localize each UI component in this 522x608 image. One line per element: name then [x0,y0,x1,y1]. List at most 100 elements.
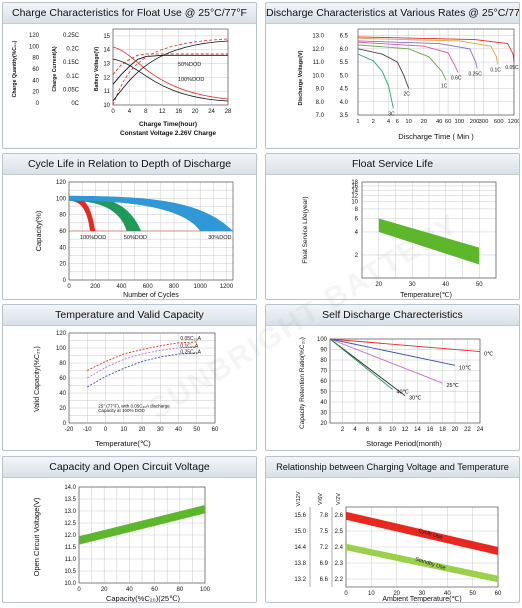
self-x-label: Storage Period(month) [366,439,442,448]
charge-qty-100 [112,40,229,102]
temp-x-tick: -20 [65,427,74,433]
self-y-tick: 60 [320,379,327,385]
discharge-label-5: 0.1C [490,68,501,74]
charge-x-tick: 0 [111,109,115,115]
charge-x-tick: 20 [192,109,199,115]
discharge-x-tick: 1200 [508,119,520,125]
charge-cur-label: Charge Current(A) [52,46,58,92]
self-x-tick: 6 [366,427,370,433]
float-y-tick: 18 [351,180,358,186]
float-y-tick: 14 [351,188,358,194]
cycle-y-tick: 120 [56,180,67,186]
discharge-x-tick: 60 [445,119,451,125]
temp-y-label: Valid Capacity(%C₂₀) [34,346,41,412]
discharge-y12-tick: 8.0 [316,100,325,106]
charge-qty-tick: 120 [29,33,40,39]
discharge-label-2: 1C [441,84,448,90]
cycle-x-tick: 200 [90,284,101,290]
float-y-tick: 2 [355,253,359,259]
cycle-y-tick: 0 [63,278,67,284]
temp-series-0 [87,341,197,371]
plot-frame [329,338,481,424]
cycle-y-tick: 40 [59,245,66,251]
ocv-y-tick: 13.5 [64,497,76,503]
ocv-y-tick: 10.0 [64,581,76,587]
relcv-x-tick: 40 [444,591,451,597]
charge-series-0 [112,53,228,75]
charge-cur-tick: 0.05C [63,87,80,93]
self-series-4 [329,338,393,390]
self-x-tick: 22 [464,427,471,433]
discharge-y12-tick: 9.0 [316,87,325,93]
charge-volt-tick: 12 [103,75,110,81]
self-x-tick: 18 [439,427,446,433]
temp-x-tick: 50 [193,427,200,433]
self-chart: 2 4 6 8 10 12 14 16 18 20 22 242030405060708090100C… [299,337,494,448]
charge-volt-tick: 11 [104,89,111,95]
self-x-tick: 2 [341,427,345,433]
self-y-tick: 40 [320,400,327,406]
cycle-y-tick: 20 [59,262,66,268]
temp-x-tick: 60 [212,427,219,433]
ocv-x-tick: 80 [176,587,183,593]
discharge-x-tick: 300 [479,119,489,125]
float-y-tick: 16 [351,184,358,190]
ocv-x-tick: 40 [126,587,133,593]
ocv-x-tick: 20 [101,587,108,593]
charge-qty-label: Charge Quantity(%C₂₀) [12,40,18,97]
discharge-series-4 [357,40,478,69]
charge-x-tick: 16 [175,109,182,115]
charge-qty-tick: 60 [32,67,39,73]
discharge-y6-tick: 6.5 [340,34,349,40]
self-y-tick: 100 [317,337,328,343]
relcv-x-tick: 50 [469,591,476,597]
relcv-x-tick: 10 [368,591,375,597]
relcv-y12-tick: 14.4 [294,545,306,551]
ocv-x-tick: 60 [151,587,158,593]
discharge-x-tick: 1 [356,119,359,125]
float-y-tick: 10 [351,200,358,206]
discharge-y-label: Discharge Voltage(V) [298,50,304,105]
relcv-x-tick: 60 [495,591,502,597]
discharge-series-2 [357,44,447,81]
discharge-label-0: 3C [388,111,395,117]
charge-chart: 0 4 8 12 16 20 24 28 10 11 12 13 14 15 0 20 40 60 80 100 120… [12,28,232,137]
temp-x-tick: 0 [104,427,108,433]
float-x-label: Temperature(℃) [400,292,452,299]
float-x-tick: 40 [442,282,449,288]
charge-qty-tick: 80 [32,56,39,62]
cycle-band-0 [69,195,96,231]
self-label-1: 10℃ [459,365,472,371]
self-x-tick: 12 [402,427,409,433]
self-x-tick: 14 [414,427,421,433]
relcv-y2-tick: 2.6 [335,513,344,519]
self-x-tick: 10 [389,427,396,433]
self-series-1 [329,338,456,366]
relcv-y12-tick: 13.2 [294,577,306,583]
cycle-y-tick: 80 [59,213,66,219]
self-x-tick: 4 [353,427,357,433]
charge-title: Charge Characteristics for Float Use @ 2… [3,3,256,24]
charge-volt-label: Battery Voltage(V) [94,46,100,91]
temp-title: Temperature and Valid Capacity [3,305,256,326]
discharge-y12-tick: 10.0 [312,73,324,79]
self-y-tick: 30 [320,411,327,417]
charge-volt-tick: 15 [103,34,110,40]
float-y-tick: 12 [351,193,358,199]
cycle-label-2: 30%DOD [208,235,231,241]
ocv-y-tick: 12.0 [64,533,76,539]
self-y-label: Capacity Retention Ratio(%C₂₀) [299,337,306,429]
plot-frame [357,28,515,116]
self-y-tick: 70 [320,369,327,375]
ocv-y-tick: 11.5 [65,545,77,551]
cycle-y-tick: 60 [59,229,66,235]
temp-y-tick: 40 [59,391,66,397]
temp-chart: -20 -10 0 10 20 30 40 50 60 0 20 40 60 80 100 120 Valid … [34,331,219,448]
discharge-y6-tick: 5.5 [340,60,349,66]
ocv-y-tick: 11.0 [65,557,77,563]
discharge-x-tick: 10 [405,119,411,125]
float-y-tick: 4 [355,230,359,236]
charge-qty-tick: 0 [36,101,40,107]
relcv-y6-tick: 7.2 [320,545,329,551]
relcv-y12-tick: 15.6 [294,513,306,519]
